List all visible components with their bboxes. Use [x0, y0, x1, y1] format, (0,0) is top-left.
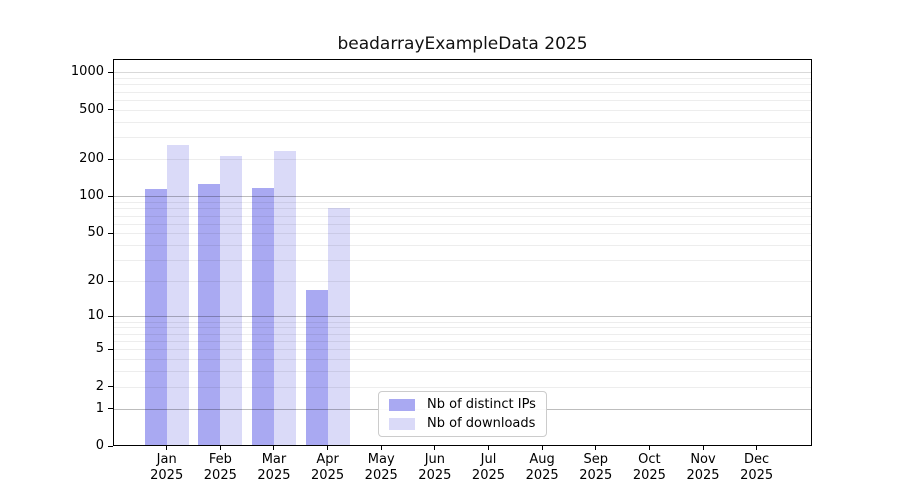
- x-tick: [487, 446, 489, 450]
- x-tick-label: Feb 2025: [203, 452, 237, 483]
- y-tick: [108, 71, 113, 73]
- bar-jan-downloads: [166, 144, 189, 446]
- x-tick-label: Oct 2025: [632, 452, 666, 483]
- chart-title: beadarrayExampleData 2025: [337, 34, 588, 54]
- gridline: [113, 159, 812, 161]
- x-tick-label: Aug 2025: [525, 452, 559, 483]
- legend-swatch-distinct-ips-icon: [389, 398, 415, 411]
- bar-apr-downloads: [327, 207, 350, 446]
- x-tick: [166, 446, 168, 450]
- x-tick: [273, 446, 275, 450]
- y-tick-label: 2: [95, 378, 104, 394]
- legend-entry-distinct-ips: Nb of distinct IPs: [389, 397, 536, 412]
- gridline: [113, 202, 812, 204]
- gridline: [113, 233, 812, 235]
- y-tick-label: 200: [79, 151, 104, 167]
- y-tick: [108, 315, 113, 317]
- y-tick-label: 1: [95, 400, 104, 416]
- y-tick-label: 500: [79, 101, 104, 117]
- legend-label-downloads: Nb of downloads: [427, 416, 536, 431]
- gridline: [113, 223, 812, 225]
- x-tick: [434, 446, 436, 450]
- y-tick-label: 5: [95, 341, 104, 357]
- x-tick-label: May 2025: [364, 452, 398, 483]
- x-tick: [380, 446, 382, 450]
- bar-feb-distinct-ips: [198, 184, 221, 446]
- gridline: [113, 78, 812, 80]
- gridline: [113, 281, 812, 283]
- y-tick-label: 1000: [70, 64, 104, 80]
- x-tick-label: Apr 2025: [311, 452, 345, 483]
- gridline: [113, 100, 812, 102]
- x-tick-label: Jan 2025: [150, 452, 184, 483]
- bar-jan-distinct-ips: [144, 189, 167, 446]
- y-tick-label: 100: [79, 188, 104, 204]
- y-tick: [108, 348, 113, 350]
- x-tick-label: Sep 2025: [579, 452, 613, 483]
- y-tick: [108, 386, 113, 388]
- bar-feb-downloads: [220, 155, 243, 446]
- y-tick-label: 50: [87, 225, 104, 241]
- gridline: [113, 245, 812, 247]
- x-tick: [327, 446, 329, 450]
- gridline: [113, 349, 812, 351]
- gridline: [113, 91, 812, 93]
- y-tick-label: 20: [87, 273, 104, 289]
- gridline: [113, 137, 812, 139]
- gridline: [113, 84, 812, 86]
- gridline: [113, 109, 812, 111]
- legend-label-distinct-ips: Nb of distinct IPs: [427, 397, 536, 412]
- legend: Nb of distinct IPs Nb of downloads: [378, 391, 547, 437]
- plot-area: [113, 59, 812, 446]
- gridline: [113, 386, 812, 388]
- y-tick: [108, 195, 113, 197]
- x-tick-label: Mar 2025: [257, 452, 291, 483]
- x-tick-label: Nov 2025: [686, 452, 720, 483]
- gridline: [113, 321, 812, 323]
- gridline: [113, 333, 812, 335]
- legend-entry-downloads: Nb of downloads: [389, 416, 536, 431]
- y-tick: [108, 109, 113, 111]
- gridline: [113, 316, 812, 318]
- gridline: [113, 371, 812, 373]
- y-tick-label: 10: [87, 308, 104, 324]
- bar-apr-distinct-ips: [305, 289, 328, 446]
- y-tick: [108, 158, 113, 160]
- y-tick: [108, 280, 113, 282]
- x-tick: [756, 446, 758, 450]
- gridline: [113, 358, 812, 360]
- x-tick: [648, 446, 650, 450]
- y-tick: [108, 232, 113, 234]
- x-tick-label: Jun 2025: [418, 452, 452, 483]
- x-tick: [702, 446, 704, 450]
- bar-mar-downloads: [273, 150, 296, 446]
- y-tick: [108, 408, 113, 410]
- gridline: [113, 72, 812, 74]
- x-tick: [541, 446, 543, 450]
- gridline: [113, 260, 812, 262]
- y-tick-label: 0: [95, 438, 104, 453]
- legend-swatch-downloads-icon: [389, 417, 415, 430]
- x-tick-label: Jul 2025: [471, 452, 506, 483]
- y-tick: [108, 445, 113, 447]
- x-tick: [219, 446, 221, 450]
- bar-mar-distinct-ips: [251, 188, 274, 446]
- gridline: [113, 215, 812, 217]
- gridline: [113, 327, 812, 329]
- x-tick: [595, 446, 597, 450]
- gridline: [113, 340, 812, 342]
- gridline: [113, 121, 812, 123]
- x-tick-label: Dec 2025: [740, 452, 774, 483]
- gridline: [113, 196, 812, 198]
- gridline: [113, 208, 812, 210]
